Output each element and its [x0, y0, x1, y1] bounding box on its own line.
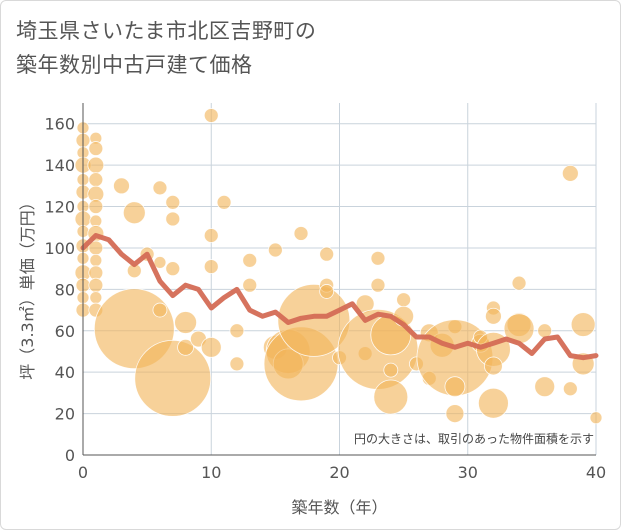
bubble-point — [152, 302, 168, 318]
y-tick-label: 120 — [44, 198, 75, 217]
bubble-point — [267, 242, 283, 258]
y-tick-label: 160 — [44, 115, 75, 134]
bubble-point — [89, 291, 103, 305]
bubble-point — [319, 246, 335, 262]
bubble-point — [113, 177, 130, 195]
y-tick-label: 20 — [55, 405, 75, 424]
bubble-point — [229, 323, 245, 339]
bubble-point — [444, 376, 466, 398]
y-tick-label: 100 — [44, 239, 75, 258]
bubble-point — [165, 261, 181, 277]
bubble-point — [589, 411, 603, 425]
bubble-point — [293, 226, 309, 241]
bubble-point — [203, 259, 219, 274]
axes — [82, 103, 596, 456]
y-axis-label: 坪（3.3㎡）単価（万円） — [18, 194, 37, 379]
bubble-point — [537, 323, 553, 339]
bubble-point — [534, 376, 556, 398]
bubble-point — [229, 356, 245, 372]
y-tick-label: 140 — [44, 156, 75, 175]
x-tick-label: 40 — [586, 463, 606, 482]
bubble-point — [216, 194, 232, 210]
bubble-point — [88, 277, 104, 293]
bubble-point — [87, 156, 105, 174]
x-tick-label: 20 — [329, 463, 349, 482]
x-tick-label: 10 — [201, 463, 221, 482]
x-tick-label: 30 — [458, 463, 478, 482]
x-tick-label: 0 — [78, 463, 88, 482]
bubble-point — [165, 211, 181, 227]
y-tick-label: 80 — [55, 280, 75, 299]
bubble-point — [88, 265, 104, 281]
bubble-point — [570, 312, 596, 337]
bubble-point — [370, 277, 386, 293]
y-tick-label: 0 — [65, 446, 75, 465]
bubble-point — [483, 356, 503, 376]
bubble-point — [88, 172, 104, 188]
bubble-point — [89, 253, 103, 267]
chart-title-line-1: 埼玉県さいたま市北区吉野町の — [16, 19, 317, 43]
bubble-point — [319, 284, 335, 299]
bubble-point — [88, 199, 104, 214]
chart-title: 埼玉県さいたま市北区吉野町の 築年数別中古戸建て価格 — [16, 14, 316, 82]
trend-line — [80, 233, 599, 361]
trend-line-series — [80, 233, 599, 361]
bubble-point — [134, 339, 212, 417]
bubble-point — [203, 228, 219, 243]
bubble-point — [122, 201, 146, 225]
x-axis-label: 築年数（年） — [291, 498, 387, 517]
bubble-point — [477, 387, 509, 419]
bubble-point — [174, 311, 198, 334]
bubble-point — [383, 362, 399, 378]
bubble-point — [152, 180, 168, 196]
bubble-point — [396, 292, 412, 308]
bubble-point — [445, 404, 465, 423]
bubble-point — [373, 379, 409, 415]
bubble-point — [242, 252, 258, 268]
bubble-point — [484, 307, 502, 325]
tick-labels: 0 20 40 60 80 100 120 140 160 0 10 20 30 40 — [44, 115, 606, 482]
bubble-point — [203, 108, 219, 123]
bubble-point — [561, 164, 579, 182]
bubble-point — [153, 256, 167, 269]
bubble-point — [370, 250, 386, 266]
bubble-point — [242, 277, 258, 293]
bubble-point — [88, 141, 104, 156]
bubble-point — [511, 275, 527, 291]
bubble-series — [74, 108, 603, 425]
bubble-point — [165, 194, 181, 210]
bubble-point — [562, 381, 578, 397]
bubble-point — [177, 338, 195, 356]
y-tick-label: 60 — [55, 322, 75, 341]
bubble-size-note: 円の大きさは、取引のあった物件面積を示す — [354, 431, 594, 446]
bubble-point — [200, 336, 222, 358]
y-tick-label: 40 — [55, 363, 75, 382]
chart-title-line-2: 築年数別中古戸建て価格 — [16, 53, 253, 77]
